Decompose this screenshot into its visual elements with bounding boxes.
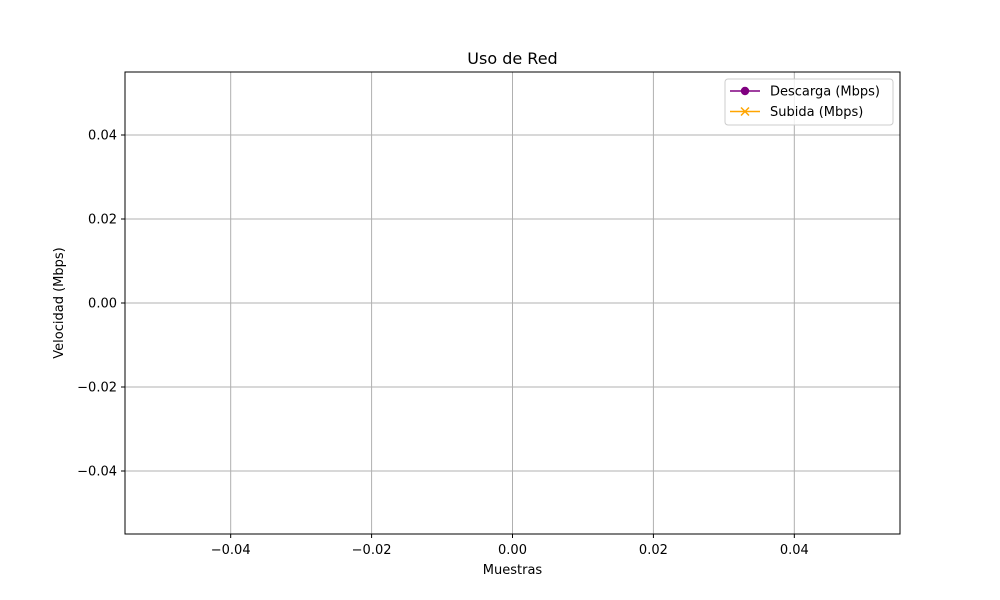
grid-lines bbox=[125, 72, 900, 534]
y-tick-label: −0.04 bbox=[77, 465, 117, 480]
y-tick-label: 0.00 bbox=[88, 297, 117, 312]
legend-item: Subida (Mbps) bbox=[730, 105, 863, 120]
x-tick-label: 0.04 bbox=[780, 543, 809, 558]
y-tick-label: 0.04 bbox=[88, 129, 117, 144]
x-axis-label: Muestras bbox=[483, 563, 543, 578]
y-tick-label: −0.02 bbox=[77, 381, 117, 396]
y-tick-label: 0.02 bbox=[88, 213, 117, 228]
axis-ticks: −0.04 −0.02 0.00 0.02 0.04 −0.04 −0.02 0.00 0.02… bbox=[77, 129, 809, 559]
y-axis-label: Velocidad (Mbps) bbox=[52, 247, 67, 358]
chart-title: Uso de Red bbox=[467, 49, 557, 68]
legend-marker-circle-icon bbox=[740, 86, 750, 96]
x-tick-label: 0.02 bbox=[639, 543, 668, 558]
x-tick-label: 0.00 bbox=[498, 543, 527, 558]
x-tick-label: −0.02 bbox=[352, 543, 392, 558]
plot-area-frame bbox=[124, 71, 901, 535]
legend: Descarga (Mbps) Subida (Mbps) bbox=[724, 78, 894, 126]
legend-marker-x-icon bbox=[740, 106, 750, 117]
legend-box bbox=[724, 78, 894, 126]
x-tick-label: −0.04 bbox=[211, 543, 251, 558]
legend-item: Descarga (Mbps) bbox=[730, 85, 880, 100]
legend-label: Subida (Mbps) bbox=[770, 105, 863, 120]
legend-label: Descarga (Mbps) bbox=[770, 85, 880, 100]
